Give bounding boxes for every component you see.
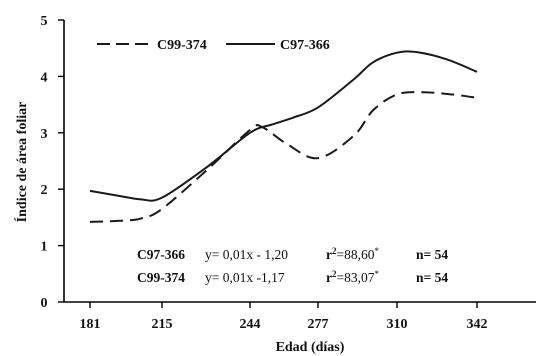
x-tick-label: 310: [387, 317, 408, 332]
equation-row-c97-366: C97-366 y= 0,01x - 1,20 r2=88,60* n= 54: [137, 242, 448, 262]
legend-label-c97-366: C97-366: [280, 38, 330, 53]
equation-formula: y= 0,01x -1,17: [205, 270, 285, 285]
x-ticks: 181 215 244 277 310 342: [80, 302, 488, 332]
y-tick-label: 4: [41, 70, 48, 85]
y-tick-label: 3: [41, 127, 48, 142]
x-tick-label: 181: [80, 317, 101, 332]
axes: [63, 20, 536, 303]
x-tick-label: 277: [308, 317, 329, 332]
r2-superscript: 2: [332, 269, 337, 279]
r2-value: =88,60: [337, 247, 375, 262]
y-tick-label: 5: [41, 14, 48, 29]
x-tick-label: 342: [467, 317, 488, 332]
legend: C99-374 C97-366: [97, 38, 330, 53]
series-line-c97-366: [89, 50, 478, 202]
r2-superscript: 2: [332, 246, 337, 256]
r2-prefix: r: [326, 270, 332, 285]
x-axis-title: Edad (días): [276, 340, 345, 355]
equation-label: C99-374: [137, 270, 185, 285]
y-tick-label: 1: [41, 240, 48, 255]
series-layer: [89, 50, 478, 223]
y-tick-label: 2: [41, 183, 48, 198]
equation-label: C97-366: [137, 247, 185, 262]
r2-prefix: r: [326, 247, 332, 262]
r2-value: =83,07: [337, 270, 375, 285]
sample-size: n= 54: [416, 247, 448, 262]
legend-label-c99-374: C99-374: [157, 38, 207, 53]
significance-mark: *: [375, 246, 380, 256]
equation-annotations: C97-366 y= 0,01x - 1,20 r2=88,60* n= 54 …: [137, 242, 448, 285]
y-axis-title: Índice de área foliar: [13, 102, 30, 223]
x-tick-label: 244: [240, 317, 261, 332]
significance-mark: *: [375, 269, 380, 279]
y-tick-label: 0: [41, 296, 48, 311]
equation-formula: y= 0,01x - 1,20: [205, 247, 288, 262]
x-tick-label: 215: [152, 317, 173, 332]
y-ticks: 0 1 2 3 4 5: [41, 14, 64, 311]
series-line-c99-374: [89, 91, 478, 223]
sample-size: n= 54: [416, 270, 448, 285]
equation-row-c99-374: C99-374 y= 0,01x -1,17 r2=83,07* n= 54: [137, 265, 448, 285]
